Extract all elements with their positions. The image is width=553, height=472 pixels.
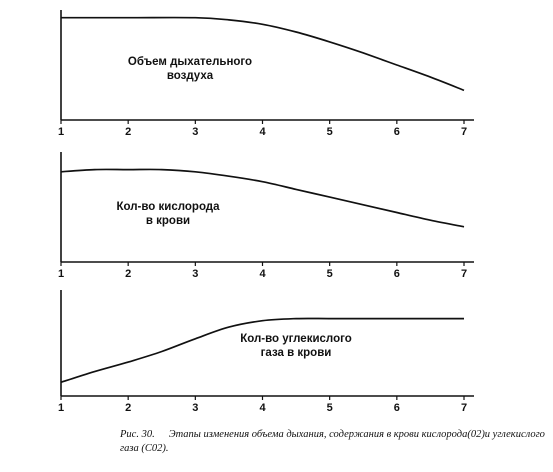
x-tick-label: 2 [125, 268, 131, 280]
x-tick-label: 7 [461, 402, 467, 414]
plot-annotation-line: в крови [146, 215, 190, 227]
x-tick-label: 7 [461, 268, 467, 280]
x-tick-label: 2 [125, 402, 131, 414]
series-line-1 [60, 317, 464, 384]
x-tick-label: 4 [259, 268, 266, 280]
chart-panel-1: 1 2 3 4 5 6 7 Объем дыхательного воздуха [58, 10, 474, 138]
x-tick-label: 3 [192, 402, 198, 414]
plot-annotation-line: Кол-во углекислого [240, 333, 352, 345]
x-tick-label: 3 [192, 126, 198, 138]
x-tick-label: 4 [259, 126, 266, 138]
x-tick-label: 6 [394, 402, 400, 414]
x-tick-label: 3 [192, 268, 198, 280]
plot-annotation-line: воздуха [167, 70, 214, 82]
plot-annotation-line: Кол-во кислорода [116, 201, 220, 213]
x-tick-label: 6 [394, 268, 400, 280]
caption-text: Этапы изменения объема дыхания, содержан… [120, 429, 545, 454]
x-tick-label: 5 [327, 268, 333, 280]
x-tick-label: 1 [58, 126, 64, 138]
series-line-1 [60, 16, 465, 92]
x-tick-label: 5 [327, 402, 333, 414]
chart-panel-3: 1 2 3 4 5 6 7 Кол-во углекислого газа в крови [58, 290, 474, 414]
x-tick-label: 1 [58, 402, 64, 414]
caption-number: Рис. 30. [120, 429, 155, 440]
x-tick-label: 6 [394, 126, 400, 138]
series-line-1 [60, 168, 465, 228]
plot-annotation-line: газа в крови [261, 347, 332, 359]
x-tick-label: 1 [58, 268, 64, 280]
x-tick-label: 4 [259, 402, 266, 414]
chart-panel-2: 1 2 3 4 5 6 7 Кол-во кислорода в крови [58, 152, 474, 280]
x-tick-label: 2 [125, 126, 131, 138]
x-tick-label: 5 [327, 126, 333, 138]
plot-annotation-line: Объем дыхательного [128, 56, 252, 68]
x-tick-label: 7 [461, 126, 467, 138]
figure-caption: Рис. 30. Этапы изменения объема дыхания, … [120, 428, 545, 456]
